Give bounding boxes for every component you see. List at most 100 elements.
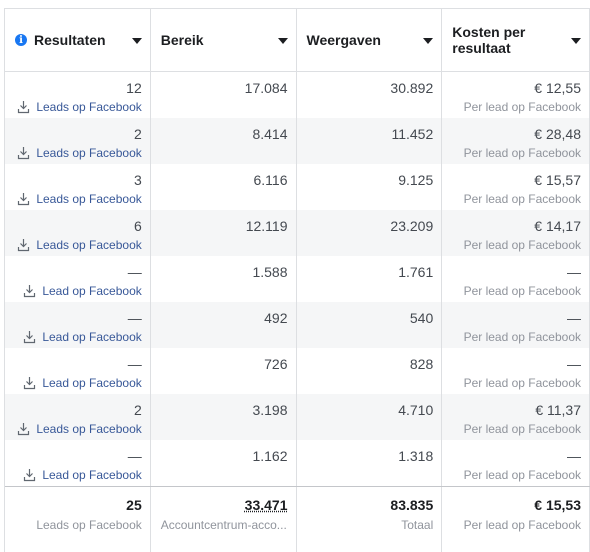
reach-value: 6.116 — [253, 172, 288, 188]
reach-cell: 6.116 — [151, 164, 297, 210]
cost-value: — — [567, 264, 581, 280]
info-icon[interactable]: i — [15, 34, 27, 46]
results-cell: 2 Leads op Facebook — [5, 394, 151, 440]
impressions-cell: 23.209 — [297, 210, 443, 256]
download-arrow-icon — [17, 100, 30, 114]
table-row: — Lead op Facebook 492 540 — Per lead op Face… — [5, 302, 590, 348]
cost-type-label: Per lead op Facebook — [463, 192, 581, 206]
results-type-label[interactable]: Leads op Facebook — [36, 146, 142, 160]
ads-results-table: i Resultaten Bereik Weergaven Kosten per… — [4, 8, 590, 552]
column-header-kosten-per-resultaat[interactable]: Kosten per resultaat — [442, 9, 590, 71]
cost-cell: € 15,57 Per lead op Facebook — [442, 164, 590, 210]
results-type-link[interactable]: Lead op Facebook — [23, 330, 142, 344]
caret-down-icon[interactable] — [571, 38, 581, 44]
reach-value: 1.162 — [252, 448, 288, 464]
results-type-label[interactable]: Leads op Facebook — [36, 238, 142, 252]
download-arrow-icon — [17, 192, 30, 206]
cost-type-label: Per lead op Facebook — [463, 238, 581, 252]
results-value: — — [127, 264, 142, 280]
download-arrow-icon — [23, 468, 36, 482]
results-value: — — [127, 448, 142, 464]
results-type-link[interactable]: Leads op Facebook — [17, 192, 142, 206]
impressions-value: 1.318 — [398, 448, 434, 464]
column-header-resultaten[interactable]: i Resultaten — [5, 9, 151, 71]
results-value: 2 — [133, 126, 142, 142]
reach-cell: 1.162 — [151, 440, 297, 486]
cost-value: € 11,37 — [535, 402, 581, 418]
totals-row: 25 Leads op Facebook 33.471 Accountcentr… — [5, 486, 590, 552]
reach-cell: 3.198 — [151, 394, 297, 440]
reach-value: 492 — [264, 310, 288, 326]
results-type-label[interactable]: Lead op Facebook — [42, 330, 142, 344]
cost-value: € 14,17 — [534, 218, 581, 234]
results-type-label[interactable]: Leads op Facebook — [36, 192, 142, 206]
results-cell: 2 Leads op Facebook — [5, 118, 151, 164]
results-type-link[interactable]: Leads op Facebook — [17, 146, 142, 160]
table-row: 2 Leads op Facebook 3.198 4.710 € 11,37 Per l… — [5, 394, 590, 440]
total-results-cell: 25 Leads op Facebook — [5, 487, 151, 552]
reach-cell: 8.414 — [151, 118, 297, 164]
cost-value: — — [567, 356, 581, 372]
results-type-link[interactable]: Leads op Facebook — [17, 100, 142, 114]
cost-cell: — Per lead op Facebook — [442, 256, 590, 302]
cost-value: € 15,57 — [534, 172, 581, 188]
total-reach-label: Accountcentrum-acco... — [160, 518, 287, 532]
results-value: 6 — [133, 218, 142, 234]
reach-cell: 1.588 — [151, 256, 297, 302]
total-cost-value: € 15,53 — [534, 497, 581, 513]
results-cell: — Lead op Facebook — [5, 302, 151, 348]
download-arrow-icon — [17, 238, 30, 252]
reach-value: 17.084 — [244, 80, 288, 96]
cost-cell: — Per lead op Facebook — [442, 348, 590, 394]
cost-value: — — [567, 310, 581, 326]
column-header-weergaven[interactable]: Weergaven — [297, 9, 443, 71]
impressions-value: 828 — [409, 356, 434, 372]
results-value: 12 — [126, 80, 142, 96]
cost-type-label: Per lead op Facebook — [463, 330, 581, 344]
results-cell: 6 Leads op Facebook — [5, 210, 151, 256]
caret-down-icon[interactable] — [277, 38, 288, 44]
cost-type-label: Per lead op Facebook — [463, 422, 581, 436]
caret-down-icon[interactable] — [131, 38, 142, 44]
caret-down-icon[interactable] — [423, 38, 434, 44]
download-arrow-icon — [17, 422, 30, 436]
table-row: — Lead op Facebook 1.162 1.318 — Per lead op … — [5, 440, 590, 486]
table-row: 3 Leads op Facebook 6.116 9.125 € 15,57 Per l… — [5, 164, 590, 210]
impressions-value: 30.892 — [390, 80, 434, 96]
cost-type-label: Per lead op Facebook — [463, 146, 581, 160]
table-row: 6 Leads op Facebook 12.119 23.209 € 14,17 Per… — [5, 210, 590, 256]
impressions-value: 1.761 — [398, 264, 434, 280]
results-type-label[interactable]: Leads op Facebook — [36, 422, 142, 436]
reach-cell: 12.119 — [151, 210, 297, 256]
impressions-cell: 11.452 — [297, 118, 443, 164]
reach-value: 12.119 — [245, 218, 288, 234]
results-type-link[interactable]: Lead op Facebook — [23, 468, 142, 482]
column-header-label: Resultaten — [34, 32, 106, 48]
results-cell: — Lead op Facebook — [5, 440, 151, 486]
cost-cell: — Per lead op Facebook — [442, 440, 590, 486]
impressions-value: 23.209 — [390, 218, 434, 234]
reach-value: 726 — [264, 356, 288, 372]
results-cell: — Lead op Facebook — [5, 256, 151, 302]
results-type-link[interactable]: Lead op Facebook — [23, 376, 142, 390]
results-type-link[interactable]: Leads op Facebook — [17, 238, 142, 252]
total-cost-cell: € 15,53 Per lead op Facebook — [442, 487, 590, 552]
column-header-label: Bereik — [160, 32, 204, 48]
cost-cell: € 11,37 Per lead op Facebook — [442, 394, 590, 440]
cost-cell: € 28,48 Per lead op Facebook — [442, 118, 590, 164]
results-type-link[interactable]: Lead op Facebook — [23, 284, 142, 298]
results-type-label[interactable]: Lead op Facebook — [42, 284, 142, 298]
results-type-label[interactable]: Leads op Facebook — [36, 100, 142, 114]
results-type-link[interactable]: Leads op Facebook — [17, 422, 142, 436]
results-type-label[interactable]: Lead op Facebook — [42, 468, 142, 482]
impressions-cell: 1.761 — [297, 256, 443, 302]
table-body: 12 Leads op Facebook 17.084 30.892 € 12,55 Pe… — [5, 72, 590, 486]
reach-value: 1.588 — [252, 264, 288, 280]
column-header-label: Weergaven — [306, 32, 381, 48]
impressions-value: 4.710 — [398, 402, 434, 418]
cost-value: — — [567, 448, 581, 464]
column-header-bereik[interactable]: Bereik — [151, 9, 297, 71]
cost-type-label: Per lead op Facebook — [463, 468, 581, 482]
results-type-label[interactable]: Lead op Facebook — [42, 376, 142, 390]
total-reach-value[interactable]: 33.471 — [244, 497, 288, 513]
